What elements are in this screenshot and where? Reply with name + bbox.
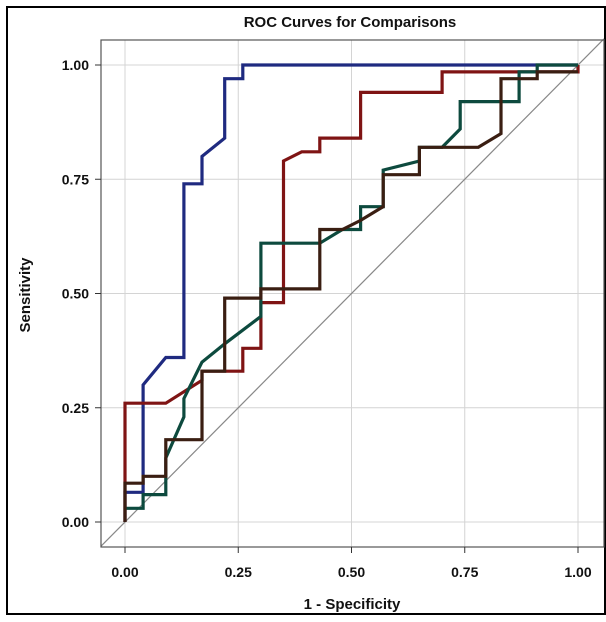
y-axis-label: Sensitivity xyxy=(17,257,34,333)
grid xyxy=(101,40,604,547)
y-tick-label-4: 1.00 xyxy=(62,57,89,73)
roc-series-line-4 xyxy=(123,70,578,522)
roc-series-line-1 xyxy=(123,63,578,522)
x-tick-label-2: 0.50 xyxy=(338,564,365,580)
x-axis-ticks: 0.00 0.25 0.50 0.75 1.00 xyxy=(111,547,592,580)
y-tick-label-3: 0.75 xyxy=(62,171,89,187)
x-tick-label-0: 0.00 xyxy=(111,564,138,580)
chart-title: ROC Curves for Comparisons xyxy=(244,14,457,31)
y-tick-label-2: 0.50 xyxy=(62,286,89,302)
y-tick-label-1: 0.25 xyxy=(62,400,89,416)
y-axis-ticks: 0.00 0.25 0.50 0.75 1.00 xyxy=(62,57,101,530)
y-tick-label-0: 0.00 xyxy=(62,514,89,530)
series-group xyxy=(123,63,580,522)
x-axis-label: 1 - Specificity xyxy=(304,596,401,613)
x-tick-label-1: 0.25 xyxy=(225,564,252,580)
diagonal-line xyxy=(100,38,605,547)
figure-border xyxy=(6,6,606,615)
x-tick-label-4: 1.00 xyxy=(564,564,591,580)
reference-diagonal xyxy=(100,38,605,547)
x-tick-label-3: 0.75 xyxy=(451,564,478,580)
